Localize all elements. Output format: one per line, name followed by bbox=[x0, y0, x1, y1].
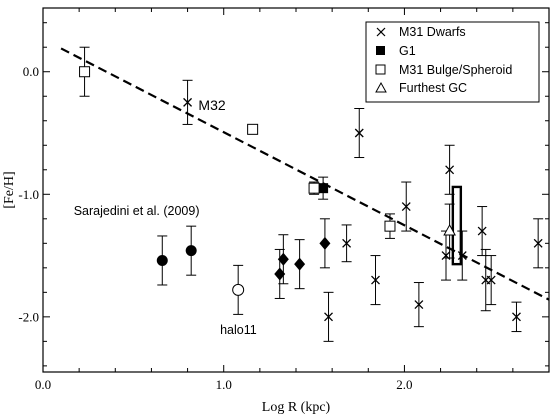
cross-stroke bbox=[401, 202, 411, 212]
cross-stroke bbox=[183, 97, 193, 107]
open-square bbox=[79, 66, 91, 78]
data-point-cross bbox=[457, 251, 467, 261]
filled-square bbox=[318, 183, 329, 194]
open-circle bbox=[232, 283, 245, 296]
legend-label-m31-dwarfs: M31 Dwarfs bbox=[399, 25, 466, 39]
data-point-cross bbox=[183, 97, 193, 107]
data-point-open-square bbox=[247, 123, 259, 135]
cross-stroke bbox=[457, 251, 467, 261]
cross-stroke bbox=[324, 312, 333, 322]
legend-open-square-marker bbox=[375, 64, 386, 75]
cross-stroke bbox=[354, 128, 364, 138]
data-point-cross bbox=[401, 202, 411, 212]
annotation-halo11: halo11 bbox=[220, 323, 257, 337]
data-point-cross bbox=[533, 238, 543, 248]
cross-stroke bbox=[533, 238, 543, 248]
x-tick-label: 1.0 bbox=[216, 377, 232, 392]
range-box bbox=[451, 185, 463, 266]
open-square bbox=[247, 123, 259, 135]
cross-stroke bbox=[445, 165, 455, 175]
data-point-cross bbox=[441, 251, 451, 261]
legend-frame bbox=[365, 21, 540, 103]
open-triangle bbox=[443, 224, 456, 236]
cross-stroke bbox=[342, 238, 352, 248]
data-point-filled-circle bbox=[185, 245, 197, 257]
cross-stroke bbox=[512, 312, 521, 322]
data-point-open-square bbox=[308, 182, 320, 194]
legend-open-triangle-marker bbox=[375, 81, 387, 93]
legend-label-bulge-spheroid: M31 Bulge/Spheroid bbox=[399, 63, 512, 77]
open-square bbox=[308, 182, 320, 194]
legend-cross-marker bbox=[376, 27, 386, 37]
filled-diamond bbox=[274, 267, 286, 281]
cross-stroke bbox=[486, 275, 496, 285]
axis-ticks: 0.0 1.0 2.0 0.0 -1.0 -2.0 bbox=[18, 8, 549, 392]
data-point-open-circle bbox=[232, 283, 245, 296]
cross-stroke bbox=[414, 300, 424, 310]
cross-stroke bbox=[371, 275, 380, 285]
annotation-sarajedini: Sarajedini et al. (2009) bbox=[74, 204, 200, 218]
legend-item-g1: G1 bbox=[376, 44, 416, 58]
data-point-open-triangle bbox=[443, 224, 456, 236]
legend: M31 Dwarfs G1 M31 Bulge/Spheroid Furthes… bbox=[365, 21, 540, 103]
open-square bbox=[384, 220, 396, 232]
data-point-cross bbox=[354, 128, 364, 138]
y-tick-label: 0.0 bbox=[23, 64, 39, 79]
filled-circle bbox=[156, 254, 168, 266]
data-point-cross bbox=[512, 312, 521, 322]
legend-filled-square-marker bbox=[376, 46, 385, 55]
cross-stroke bbox=[441, 251, 451, 261]
y-tick-label: -2.0 bbox=[18, 309, 39, 324]
x-tick-label: 2.0 bbox=[396, 377, 412, 392]
data-point-filled-square bbox=[318, 183, 329, 194]
data-point-open-square bbox=[79, 66, 91, 78]
y-tick-label: -1.0 bbox=[18, 187, 39, 202]
data-point-open-square bbox=[384, 220, 396, 232]
x-axis-title: Log R (kpc) bbox=[262, 400, 331, 415]
annotation-m32: M32 bbox=[198, 97, 225, 113]
legend-item-bulge-spheroid: M31 Bulge/Spheroid bbox=[375, 63, 512, 77]
filled-diamond bbox=[319, 236, 331, 250]
data-point-cross bbox=[371, 275, 380, 285]
data-point-cross bbox=[414, 300, 424, 310]
cross-stroke bbox=[477, 226, 487, 236]
y-axis-title: [Fe/H] bbox=[2, 171, 17, 208]
filled-diamond bbox=[294, 257, 306, 271]
data-point-cross bbox=[486, 275, 496, 285]
data-point-filled-circle bbox=[156, 254, 168, 266]
data-point-filled-diamond bbox=[277, 252, 289, 266]
legend-item-m31-dwarfs: M31 Dwarfs bbox=[376, 25, 466, 39]
data-point-filled-diamond bbox=[294, 257, 306, 271]
legend-label-furthest-gc: Furthest GC bbox=[399, 81, 467, 95]
data-point-cross bbox=[477, 226, 487, 236]
data-point-cross bbox=[324, 312, 333, 322]
fit-line bbox=[60, 47, 550, 301]
x-tick-label: 0.0 bbox=[35, 377, 51, 392]
filled-diamond bbox=[277, 252, 289, 266]
legend-item-furthest-gc: Furthest GC bbox=[375, 81, 467, 95]
data-point-filled-diamond bbox=[319, 236, 331, 250]
filled-circle bbox=[185, 245, 197, 257]
data-point-cross bbox=[342, 238, 352, 248]
legend-label-g1: G1 bbox=[399, 44, 416, 58]
data-point-filled-diamond bbox=[274, 267, 286, 281]
data-point-cross bbox=[445, 165, 455, 175]
plot-area bbox=[60, 46, 550, 342]
